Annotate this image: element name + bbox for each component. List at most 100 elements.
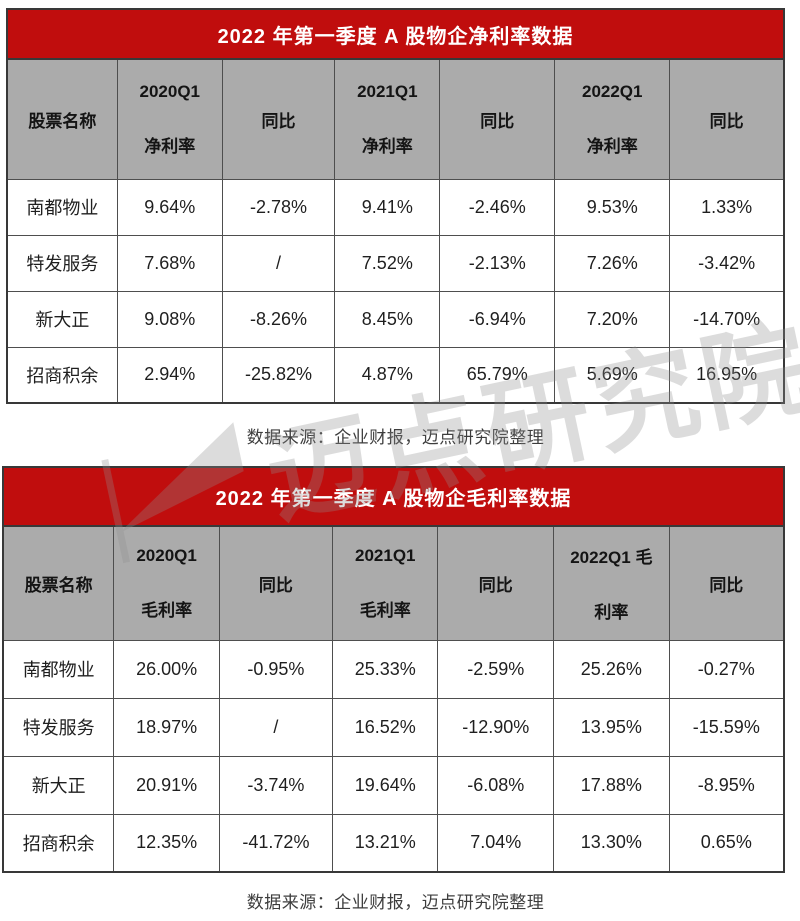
table-row: 新大正 20.91% -3.74% 19.64% -6.08% 17.88% -8.95% <box>2 755 785 815</box>
header-label: 净利率 <box>144 136 196 156</box>
col-header-yoy-2022: 同比 <box>668 525 785 641</box>
col-header-yoy-2020: 同比 <box>221 58 336 180</box>
value-cell: 7.68% <box>116 234 223 292</box>
value-cell: 9.53% <box>554 178 671 236</box>
value-cell: 13.21% <box>332 813 439 873</box>
data-source-note: 数据来源：企业财报，迈点研究院整理 <box>246 893 545 912</box>
value-cell: 25.26% <box>553 639 670 699</box>
net-margin-table-title: 2022 年第一季度 A 股物企净利率数据 <box>6 8 785 58</box>
value-cell: -0.27% <box>668 639 785 699</box>
value-cell: 65.79% <box>439 346 556 404</box>
gross-margin-table-title: 2022 年第一季度 A 股物企毛利率数据 <box>2 466 785 525</box>
value-cell: 16.52% <box>332 697 439 757</box>
value-cell: 17.88% <box>553 755 670 815</box>
value-cell: 9.41% <box>334 178 441 236</box>
value-cell: -6.94% <box>439 290 556 348</box>
value-cell: 9.08% <box>116 290 223 348</box>
table-row: 特发服务 7.68%/7.52% -2.13% 7.26% -3.42% <box>6 234 785 292</box>
value-cell: 0.65% <box>668 813 785 873</box>
col-header-2021q1-gross-margin: 2021Q1 毛利率 <box>332 525 439 641</box>
value-cell: 13.30% <box>553 813 670 873</box>
value-cell: 12.35% <box>113 813 220 873</box>
stock-name-cell: 特发服务 <box>2 697 115 757</box>
stock-name-cell: 招商积余 <box>2 813 115 873</box>
table-row: 招商积余 12.35% -41.72% 13.21% 7.04% 13.30% 0.65% <box>2 813 785 873</box>
net-margin-table: 股票名称 2020Q1 净利率 同比 2021Q1 净利率 同比 2022Q1 净利率… <box>6 58 785 404</box>
value-cell: 8.45% <box>334 290 441 348</box>
table-row: 招商积余 2.94% -25.82% 4.87% 65.79% 5.69% 16.95% <box>6 346 785 404</box>
value-cell: -3.42% <box>669 234 785 292</box>
gross-margin-table-header: 股票名称 2020Q1 毛利率 同比 2021Q1 毛利率 同比 2022Q1 毛利… <box>2 525 785 641</box>
value-cell: 26.00% <box>113 639 220 699</box>
header-label: 同比 <box>709 575 744 595</box>
header-label: 利率 <box>594 603 629 623</box>
header-label: 同比 <box>480 111 515 131</box>
col-header-stock-name: 股票名称 <box>2 525 115 641</box>
net-margin-table-section: 2022 年第一季度 A 股物企净利率数据 股票名称 2020Q1 净利率 同比 … <box>6 0 785 466</box>
gross-margin-table-body: 南都物业 26.00% -0.95% 25.33% -2.59% 25.26% -0.27%… <box>2 639 785 873</box>
value-cell: 1.33% <box>669 178 785 236</box>
col-header-2022q1-gross-margin: 2022Q1 毛利率 <box>553 525 670 641</box>
stock-name-cell: 招商积余 <box>6 346 118 404</box>
gross-margin-table-section: 2022 年第一季度 A 股物企毛利率数据 股票名称 2020Q1 毛利率 同比 … <box>2 466 785 921</box>
header-label: 净利率 <box>586 136 638 156</box>
data-source-note: 数据来源：企业财报，迈点研究院整理 <box>246 428 545 447</box>
header-label: 同比 <box>709 111 744 131</box>
value-cell: 7.26% <box>554 234 671 292</box>
value-cell: 4.87% <box>334 346 441 404</box>
value-cell: -3.74% <box>218 755 334 815</box>
header-label: 同比 <box>478 575 513 595</box>
value-cell: -41.72% <box>218 813 334 873</box>
header-row: 股票名称 2020Q1 净利率 同比 2021Q1 净利率 同比 2022Q1 净利率… <box>6 58 785 180</box>
col-header-2021q1-net-margin: 2021Q1 净利率 <box>334 58 441 180</box>
stock-name-cell: 特发服务 <box>6 234 118 292</box>
value-cell: -12.90% <box>437 697 555 757</box>
net-margin-table-header: 股票名称 2020Q1 净利率 同比 2021Q1 净利率 同比 2022Q1 净利率… <box>6 58 785 180</box>
col-header-yoy-2020: 同比 <box>218 525 334 641</box>
value-cell: 18.97% <box>113 697 220 757</box>
header-label: 毛利率 <box>141 600 193 620</box>
stock-name-cell: 新大正 <box>6 290 118 348</box>
stock-name-cell: 南都物业 <box>6 178 118 236</box>
value-cell: -2.59% <box>437 639 555 699</box>
value-cell: -2.46% <box>439 178 556 236</box>
header-label: 2022Q1 毛 <box>570 548 653 568</box>
header-row: 股票名称 2020Q1 毛利率 同比 2021Q1 毛利率 同比 2022Q1 毛利… <box>2 525 785 641</box>
value-cell: -14.70% <box>669 290 785 348</box>
header-label: 2022Q1 <box>581 81 643 101</box>
col-header-2020q1-gross-margin: 2020Q1 毛利率 <box>113 525 220 641</box>
value-cell: -2.13% <box>439 234 556 292</box>
value-cell: -8.26% <box>221 290 336 348</box>
value-cell: -6.08% <box>437 755 555 815</box>
header-label: 股票名称 <box>24 575 93 595</box>
value-cell: 25.33% <box>332 639 439 699</box>
value-cell: 2.94% <box>116 346 223 404</box>
value-cell: 13.95% <box>553 697 670 757</box>
header-label: 2021Q1 <box>357 81 418 101</box>
value-cell: -15.59% <box>668 697 785 757</box>
value-cell: 16.95% <box>669 346 785 404</box>
stock-name-cell: 新大正 <box>2 755 115 815</box>
header-label: 同比 <box>258 575 293 595</box>
value-cell: / <box>221 234 336 292</box>
table-row: 新大正 9.08% -8.26% 8.45% -6.94% 7.20% -14.70% <box>6 290 785 348</box>
net-margin-table-body: 南都物业 9.64% -2.78% 9.41% -2.46% 9.53% 1.33% 特发服务… <box>6 178 785 404</box>
value-cell: -0.95% <box>218 639 334 699</box>
value-cell: 7.04% <box>437 813 555 873</box>
col-header-yoy-2022: 同比 <box>669 58 785 180</box>
value-cell: 20.91% <box>113 755 220 815</box>
value-cell: -8.95% <box>668 755 785 815</box>
value-cell: / <box>218 697 334 757</box>
value-cell: 19.64% <box>332 755 439 815</box>
col-header-2022q1-net-margin: 2022Q1 净利率 <box>554 58 671 180</box>
col-header-stock-name: 股票名称 <box>6 58 118 180</box>
value-cell: 5.69% <box>554 346 671 404</box>
stock-name-cell: 南都物业 <box>2 639 115 699</box>
col-header-2020q1-net-margin: 2020Q1 净利率 <box>116 58 223 180</box>
header-label: 2021Q1 <box>355 545 416 565</box>
value-cell: 9.64% <box>116 178 223 236</box>
table-row: 南都物业 26.00% -0.95% 25.33% -2.59% 25.26% -0.27% <box>2 639 785 699</box>
header-label: 2020Q1 <box>136 545 197 565</box>
value-cell: -25.82% <box>221 346 336 404</box>
